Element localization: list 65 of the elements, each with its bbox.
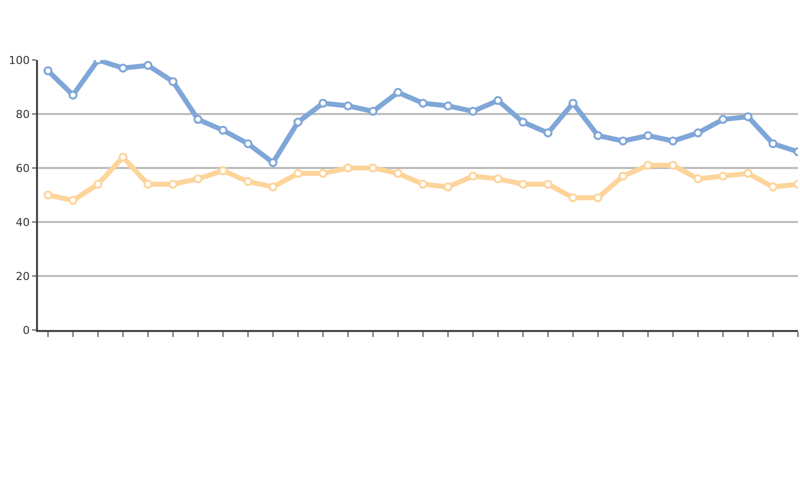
- y-tick-label: 20: [16, 270, 30, 283]
- point: [294, 118, 302, 127]
- point: [168, 180, 178, 189]
- y-tick-label: 60: [16, 162, 30, 175]
- point: [644, 131, 652, 140]
- point: [194, 114, 202, 124]
- point: [418, 180, 428, 189]
- point: [718, 172, 728, 181]
- point: [444, 101, 452, 110]
- point: [768, 139, 778, 148]
- y-tick-label: 40: [16, 216, 30, 229]
- point: [444, 182, 452, 192]
- point: [394, 88, 402, 97]
- point: [68, 196, 78, 205]
- point: [118, 152, 128, 162]
- point: [518, 118, 528, 127]
- point: [218, 166, 228, 176]
- point: [544, 180, 552, 189]
- point: [394, 168, 402, 178]
- point: [644, 160, 652, 170]
- point: [468, 106, 478, 116]
- point: [268, 158, 278, 168]
- y-tick-label: 100: [8, 54, 30, 67]
- point: [94, 180, 102, 189]
- point: [168, 77, 178, 86]
- point: [594, 131, 602, 140]
- point: [68, 90, 78, 100]
- point: [44, 190, 52, 200]
- point: [144, 180, 152, 189]
- point: [544, 128, 552, 138]
- point: [494, 174, 502, 184]
- point: [368, 106, 378, 116]
- y-tick-label: 80: [16, 108, 30, 121]
- point: [144, 60, 152, 70]
- point: [618, 136, 628, 146]
- point: [668, 136, 678, 146]
- point: [594, 193, 602, 202]
- point: [568, 193, 578, 202]
- point: [744, 168, 752, 178]
- point: [668, 160, 678, 170]
- point: [294, 168, 302, 178]
- y-tick-label: 0: [22, 324, 30, 337]
- point: [768, 182, 778, 192]
- point: [268, 182, 278, 192]
- point: [344, 164, 352, 172]
- point: [244, 177, 252, 186]
- point: [118, 64, 128, 73]
- point: [194, 174, 202, 184]
- point: [318, 98, 328, 108]
- point: [744, 112, 752, 122]
- point: [418, 98, 428, 108]
- point: [568, 98, 578, 108]
- point: [368, 164, 378, 172]
- point: [468, 172, 478, 181]
- point: [44, 66, 52, 76]
- point: [694, 174, 702, 184]
- point: [618, 172, 628, 181]
- point: [494, 96, 502, 105]
- point: [344, 101, 352, 110]
- point: [244, 139, 252, 148]
- point: [718, 114, 728, 124]
- point: [318, 168, 328, 178]
- point: [694, 128, 702, 138]
- point: [218, 126, 228, 135]
- point: [518, 180, 528, 189]
